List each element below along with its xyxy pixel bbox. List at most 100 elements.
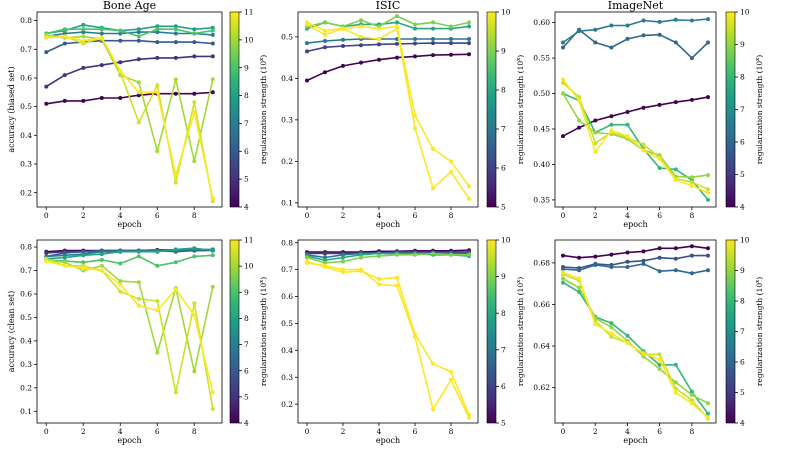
y-tick-label: 0.6	[281, 292, 293, 301]
data-point	[99, 63, 104, 68]
data-point	[449, 169, 453, 174]
colorbar-tick-label: 8	[501, 309, 506, 318]
y-tick-label: 0.8	[20, 243, 32, 252]
data-point	[609, 114, 614, 119]
data-point	[62, 260, 67, 265]
series-group	[44, 22, 215, 204]
data-point	[673, 390, 678, 395]
y-tick-label: 0.5	[281, 32, 293, 41]
data-point	[395, 14, 399, 19]
data-point	[431, 41, 435, 46]
data-point	[173, 55, 178, 60]
data-point	[561, 134, 565, 139]
data-point	[305, 49, 309, 54]
data-point	[210, 196, 215, 201]
colorbar-tick-label: 7	[740, 327, 745, 336]
colorbar-tick-label: 7	[501, 125, 506, 134]
data-point	[395, 283, 399, 288]
series-line	[306, 38, 469, 44]
series-line	[306, 53, 470, 82]
colorbar-tick-label: 10	[501, 236, 511, 245]
data-point	[706, 40, 710, 45]
x-axis-label: epoch	[376, 220, 400, 229]
data-point	[210, 284, 215, 289]
data-point	[81, 30, 86, 35]
data-point	[577, 118, 582, 123]
y-tick-label: 0.64	[533, 342, 550, 351]
data-point	[118, 28, 123, 33]
colorbar-tick-label: 9	[244, 288, 249, 297]
x-tick-label: 4	[377, 427, 382, 436]
y-tick-label: 0.3	[20, 160, 32, 169]
x-tick-label: 0	[561, 211, 566, 220]
data-point	[395, 41, 399, 46]
data-point	[561, 40, 565, 45]
colorbar-tick-label: 8	[244, 314, 249, 323]
data-point	[155, 249, 160, 254]
data-point	[561, 280, 565, 285]
data-point	[431, 251, 435, 256]
data-point	[641, 105, 646, 110]
data-point	[593, 40, 598, 45]
data-point	[413, 54, 417, 59]
data-point	[136, 27, 141, 32]
colorbar-tick-label: 9	[501, 47, 506, 56]
colorbar-tick-label: 10	[244, 35, 254, 44]
x-tick-label: 8	[449, 427, 454, 436]
data-point	[395, 26, 399, 31]
y-tick-label: 0.7	[20, 266, 32, 275]
colorbar-tick-label: 10	[740, 8, 750, 17]
data-point	[609, 334, 614, 339]
colorbar	[229, 239, 240, 424]
data-point	[210, 32, 215, 37]
data-point	[625, 250, 630, 255]
data-point	[431, 361, 435, 366]
series-line	[46, 247, 213, 260]
data-point	[136, 303, 141, 308]
series-line	[562, 28, 709, 59]
data-point	[99, 35, 104, 40]
data-point	[577, 285, 582, 290]
y-tick-label: 0.45	[533, 125, 550, 134]
data-point	[323, 28, 327, 33]
data-point	[449, 24, 453, 29]
plot-area	[36, 239, 223, 424]
data-point	[689, 271, 694, 276]
data-point	[673, 362, 678, 367]
data-point	[561, 45, 565, 50]
data-point	[689, 97, 694, 102]
x-tick-label: 2	[593, 211, 598, 220]
data-point	[657, 19, 662, 24]
data-point	[210, 90, 215, 95]
data-point	[413, 113, 417, 118]
data-point	[173, 260, 178, 265]
y-tick-label: 0.2	[281, 157, 293, 166]
data-point	[118, 68, 123, 73]
data-point	[323, 45, 327, 50]
data-point	[657, 352, 662, 357]
colorbar-tick-label: 9	[740, 40, 745, 49]
data-point	[449, 377, 453, 382]
data-point	[118, 96, 123, 100]
data-point	[593, 263, 598, 267]
data-point	[625, 259, 630, 264]
data-point	[561, 267, 565, 272]
data-point	[673, 17, 678, 22]
data-point	[706, 187, 710, 192]
data-point	[377, 26, 381, 31]
series-line	[307, 251, 469, 255]
colorbar-label-close: )	[259, 277, 268, 280]
x-tick-label: 8	[689, 427, 694, 436]
data-point	[305, 41, 309, 46]
colorbar-tick-label: 9	[244, 63, 249, 72]
data-point	[155, 83, 160, 88]
data-point	[431, 407, 435, 412]
data-point	[467, 252, 471, 257]
colorbar	[486, 11, 497, 208]
data-point	[136, 90, 141, 95]
x-axis-label: epoch	[623, 220, 647, 229]
series-group	[305, 248, 471, 420]
subplot-6: 0 2 4 6 80.620.640.660.68epoch45678910regula…	[533, 236, 764, 445]
data-point	[81, 27, 86, 32]
data-point	[210, 41, 215, 46]
